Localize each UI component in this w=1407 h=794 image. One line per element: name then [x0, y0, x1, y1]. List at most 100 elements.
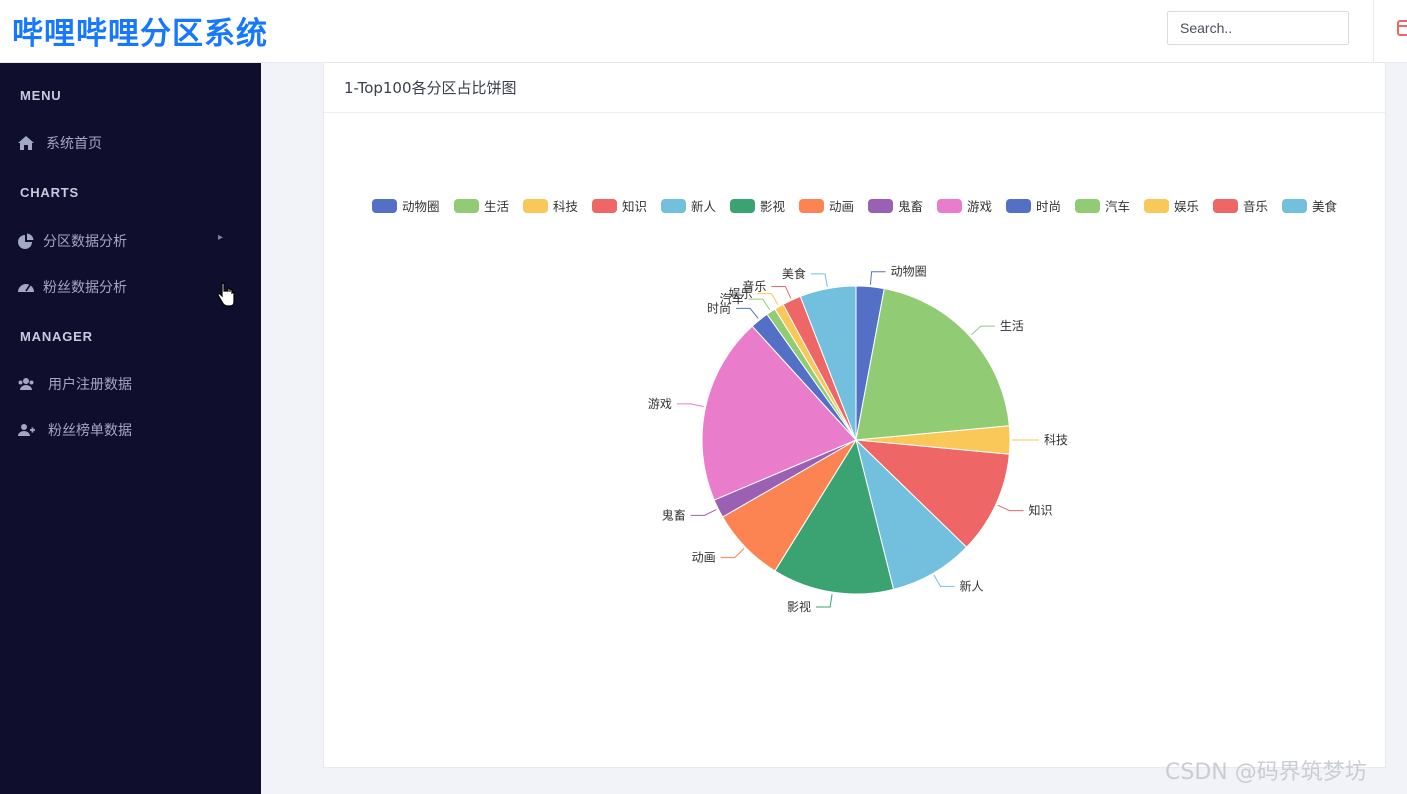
legend-swatch	[1144, 199, 1169, 213]
legend-label: 影视	[760, 199, 786, 214]
slice-label: 音乐	[742, 278, 766, 293]
sidebar-item-label: 系统首页	[46, 136, 102, 152]
sidebar-item-user-registration[interactable]: 用户注册数据	[0, 366, 261, 402]
legend-label: 鬼畜	[898, 199, 923, 214]
pie-slice[interactable]	[855, 288, 1010, 441]
users-icon	[18, 378, 34, 390]
legend-label: 娱乐	[1174, 199, 1199, 214]
slice-label: 科技	[1044, 433, 1068, 447]
legend-item[interactable]: 时尚	[1006, 199, 1061, 214]
pointer-cursor-icon	[217, 282, 235, 307]
search-input[interactable]	[1167, 11, 1349, 45]
legend-label: 动画	[829, 199, 854, 214]
slice-label: 汽车	[720, 291, 744, 306]
legend-item[interactable]: 知识	[592, 199, 647, 214]
slice-label: 鬼畜	[662, 507, 686, 522]
legend-item[interactable]: 动画	[799, 199, 854, 214]
label-leader-line	[810, 273, 828, 287]
label-leader-line	[997, 504, 1024, 512]
legend-swatch	[661, 199, 686, 213]
legend-item[interactable]: 新人	[661, 199, 717, 214]
chevron-right-icon: ▸	[218, 232, 224, 243]
label-leader-line	[757, 293, 779, 306]
sidebar-item-label: 用户注册数据	[48, 377, 132, 393]
legend-item[interactable]: 游戏	[937, 199, 992, 214]
legend-item[interactable]: 动物圈	[372, 199, 440, 214]
sidebar-section-manager: MANAGER	[20, 329, 93, 344]
legend-swatch	[523, 199, 548, 213]
legend-item[interactable]: 生活	[454, 199, 509, 214]
legend-item[interactable]: 鬼畜	[868, 199, 923, 214]
legend-item[interactable]: 汽车	[1075, 199, 1130, 214]
sidebar-item-label: 粉丝榜单数据	[48, 423, 132, 439]
slice-label: 时尚	[707, 301, 731, 315]
sidebar-item-label: 分区数据分析	[43, 234, 127, 250]
slice-label: 影视	[787, 599, 811, 614]
user-plus-icon	[18, 424, 35, 436]
top-bar: 哔哩哔哩分区系统	[0, 0, 1407, 63]
label-leader-line	[736, 307, 759, 319]
pie-slice[interactable]	[799, 285, 857, 441]
legend-swatch	[372, 199, 397, 213]
sidebar-item-label: 粉丝数据分析	[43, 280, 127, 296]
legend-item[interactable]: 音乐	[1213, 199, 1268, 214]
sidebar-section-charts: CHARTS	[20, 185, 79, 200]
brand-title[interactable]: 哔哩哔哩分区系统	[12, 16, 268, 52]
slice-label: 娱乐	[728, 287, 752, 301]
legend-label: 生活	[484, 199, 509, 214]
dashboard-icon	[18, 284, 34, 292]
legend-label: 游戏	[967, 199, 992, 214]
legend-item[interactable]: 影视	[730, 199, 786, 214]
legend-label: 科技	[553, 199, 579, 214]
label-leader-line	[869, 271, 886, 285]
legend-swatch	[1282, 199, 1307, 213]
label-leader-line	[816, 594, 833, 608]
legend-swatch	[1075, 199, 1100, 213]
sidebar-item-home[interactable]: 系统首页	[0, 125, 261, 161]
legend-item[interactable]: 娱乐	[1144, 199, 1199, 214]
slice-label: 动画	[692, 551, 716, 565]
sidebar-item-fans-analysis[interactable]: 粉丝数据分析	[0, 269, 261, 305]
legend-swatch	[937, 199, 962, 213]
sidebar-item-partition-analysis[interactable]: 分区数据分析 ▸	[0, 223, 261, 259]
sidebar-section-menu: MENU	[20, 88, 62, 103]
label-leader-line	[676, 403, 704, 408]
label-leader-line	[933, 574, 955, 587]
pie-slice[interactable]	[855, 438, 968, 590]
card-title: 1-Top100各分区占比饼图	[344, 79, 517, 97]
legend-label: 新人	[691, 199, 717, 214]
pie-slice[interactable]	[774, 438, 895, 595]
legend-item[interactable]: 美食	[1282, 199, 1338, 214]
label-leader-line	[970, 325, 995, 336]
calendar-icon[interactable]	[1397, 17, 1407, 39]
sidebar: MENU 系统首页 CHARTS 分区数据分析 ▸ 粉丝数据分析 MANAGER…	[0, 63, 261, 794]
label-leader-line	[748, 298, 771, 311]
home-icon	[18, 136, 34, 150]
legend-label: 汽车	[1105, 199, 1130, 214]
slice-label: 美食	[782, 266, 806, 281]
pie-chart-icon	[18, 233, 34, 249]
slice-label: 生活	[1000, 319, 1024, 333]
legend-label: 动物圈	[402, 199, 440, 214]
slice-label: 知识	[1029, 504, 1053, 518]
legend-label: 时尚	[1036, 199, 1061, 214]
legend-swatch	[592, 199, 617, 213]
chart-card: 1-Top100各分区占比饼图 动物圈 生活 科技 知识 新人 影视 动画 鬼畜 游戏 时尚 汽车娱…	[323, 63, 1386, 768]
slice-label: 新人	[960, 578, 984, 593]
legend-label: 知识	[622, 199, 647, 214]
pie-slice[interactable]	[854, 439, 1010, 548]
slice-label: 动物圈	[891, 265, 927, 279]
label-leader-line	[720, 548, 745, 559]
card-header: 1-Top100各分区占比饼图	[324, 63, 1385, 113]
legend-swatch	[868, 199, 893, 213]
sidebar-item-fans-ranking[interactable]: 粉丝榜单数据	[0, 412, 261, 448]
legend-swatch	[1213, 199, 1238, 213]
label-leader-line	[690, 509, 717, 516]
top-divider	[1373, 0, 1374, 63]
slice-label: 游戏	[648, 397, 672, 411]
legend-label: 音乐	[1243, 199, 1268, 214]
legend-item[interactable]: 科技	[523, 199, 579, 214]
label-leader-line	[771, 285, 792, 299]
pie-slice[interactable]	[701, 325, 857, 501]
watermark: CSDN @码界筑梦坊	[1165, 760, 1367, 785]
